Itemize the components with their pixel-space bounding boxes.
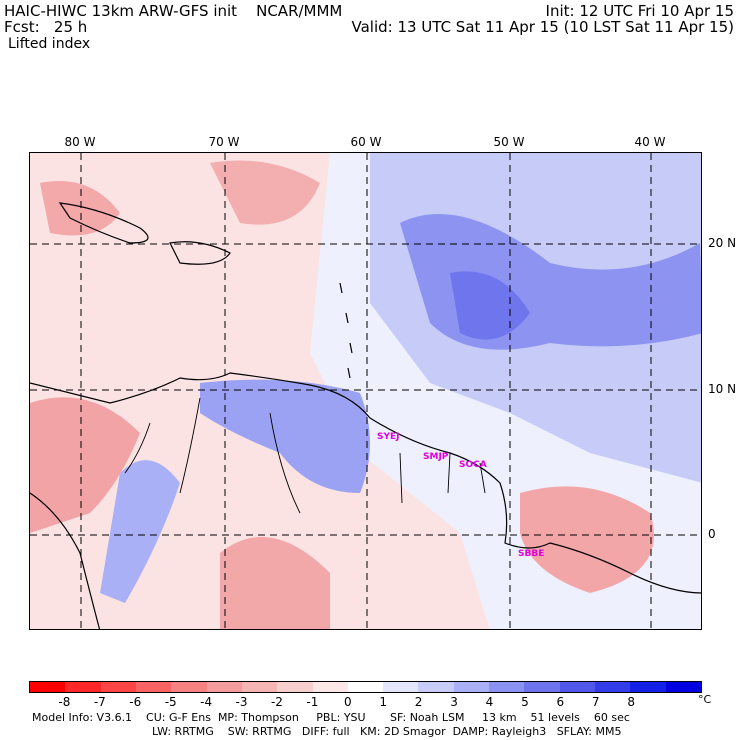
forecast-hour: Fcst: 25 h bbox=[4, 18, 88, 36]
colorbar-swatch bbox=[65, 682, 101, 692]
colorbar-swatch bbox=[383, 682, 419, 692]
colorbar-tick-label: -7 bbox=[93, 695, 106, 709]
colorbar-swatch bbox=[241, 682, 278, 692]
colorbar-tick-label: 5 bbox=[521, 695, 529, 709]
colorbar-tick-label: -3 bbox=[235, 695, 248, 709]
colorbar bbox=[29, 681, 702, 693]
colorbar-swatch bbox=[312, 682, 348, 692]
colorbar-swatch bbox=[347, 682, 384, 692]
coastline-hispaniola bbox=[169, 241, 231, 265]
field-unstable-north bbox=[210, 160, 320, 225]
colorbar-tick-label: -5 bbox=[164, 695, 177, 709]
field-andes-band bbox=[100, 460, 180, 603]
colorbar-tick-label: 1 bbox=[379, 695, 388, 709]
colorbar-tick-label: 2 bbox=[414, 695, 423, 709]
colorbar-swatch bbox=[453, 682, 490, 692]
model-info-line1: Model Info: V3.6.1 CU: G-F Ens MP: Thomp… bbox=[32, 711, 630, 724]
colorbar-swatch bbox=[135, 682, 172, 692]
colorbar-tick-label: 4 bbox=[485, 695, 494, 709]
station-label: SBBE bbox=[518, 549, 545, 559]
colorbar-unit: °C bbox=[698, 693, 712, 706]
lon-label-50w: 50 W bbox=[493, 135, 525, 149]
coastline-lesser-antilles bbox=[339, 282, 353, 379]
colorbar-tick-label: -4 bbox=[200, 695, 213, 709]
colorbar-tick-label: 0 bbox=[343, 695, 352, 709]
colorbar-swatch bbox=[665, 682, 701, 692]
colorbar-tick-label: 3 bbox=[450, 695, 458, 709]
init-time: Init: 12 UTC Fri 10 Apr 15 bbox=[545, 2, 734, 20]
lon-label-70w: 70 W bbox=[208, 135, 240, 149]
lifted-index-map bbox=[29, 152, 702, 630]
lat-label-10n: 10 N bbox=[708, 382, 737, 396]
country-borders bbox=[124, 397, 486, 514]
colorbar-tick-label: 8 bbox=[627, 695, 635, 709]
colorbar-swatch bbox=[30, 682, 66, 692]
coastline-south-america bbox=[30, 372, 701, 594]
colorbar-swatch bbox=[630, 682, 666, 692]
field-unstable-cuba bbox=[40, 181, 120, 236]
station-label: SYEJ bbox=[377, 432, 400, 442]
station-label: SOCA bbox=[459, 460, 487, 470]
lon-label-60w: 60 W bbox=[350, 135, 382, 149]
colorbar-swatch bbox=[595, 682, 631, 692]
lon-label-80w: 80 W bbox=[64, 135, 96, 149]
field-name: Lifted index bbox=[8, 36, 91, 52]
model-info-line2: LW: RRTMG SW: RRTMG DIFF: full KM: 2D Sm… bbox=[152, 725, 622, 738]
coastline-cuba bbox=[58, 202, 149, 244]
lat-label-0: 0 bbox=[708, 527, 716, 541]
field-unstable-brazil bbox=[520, 486, 654, 593]
field-guiana-band bbox=[200, 379, 370, 493]
colorbar-swatch bbox=[277, 682, 313, 692]
colorbar-swatch bbox=[171, 682, 207, 692]
field-unstable-west bbox=[30, 397, 140, 533]
colorbar-swatch bbox=[206, 682, 242, 692]
colorbar-tick-label: -2 bbox=[270, 695, 283, 709]
colorbar-swatch bbox=[418, 682, 454, 692]
colorbar-tick-label: -8 bbox=[58, 695, 71, 709]
field-unstable-amazon bbox=[220, 537, 330, 629]
colorbar-tick-label: 7 bbox=[591, 695, 600, 709]
model-title: HAIC-HIWC 13km ARW-GFS init NCAR/MMM bbox=[4, 2, 343, 20]
coastline-pacific bbox=[30, 492, 101, 629]
colorbar-swatch bbox=[524, 682, 560, 692]
colorbar-swatch bbox=[100, 682, 136, 692]
graticule bbox=[30, 153, 701, 629]
valid-time: Valid: 13 UTC Sat 11 Apr 15 (10 LST Sat … bbox=[351, 18, 734, 36]
colorbar-swatch bbox=[559, 682, 595, 692]
lat-label-20n: 20 N bbox=[708, 236, 737, 250]
colorbar-swatch bbox=[489, 682, 525, 692]
colorbar-tick-label: -6 bbox=[129, 695, 142, 709]
colorbar-tick-label: -1 bbox=[306, 695, 319, 709]
map-field bbox=[30, 153, 701, 629]
colorbar-tick-label: 6 bbox=[556, 695, 565, 709]
station-label: SMJP bbox=[423, 452, 449, 462]
lon-label-40w: 40 W bbox=[634, 135, 666, 149]
